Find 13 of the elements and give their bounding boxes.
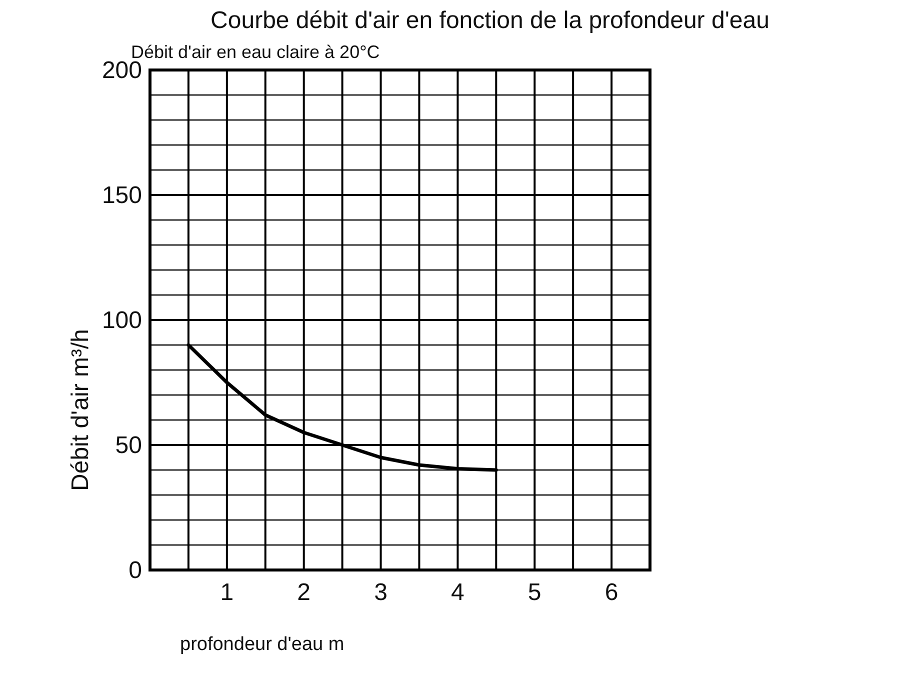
x-tick-label: 3 (374, 579, 388, 606)
y-tick-label: 50 (115, 432, 142, 459)
y-tick-label: 150 (102, 182, 142, 209)
x-tick-label: 4 (451, 579, 464, 606)
x-tick-label: 1 (220, 579, 234, 606)
x-tick-label: 5 (528, 579, 542, 606)
y-axis-title: Débit d'air m³/h (67, 329, 94, 491)
x-tick-label: 6 (604, 579, 618, 606)
x-tick-label: 2 (297, 579, 311, 606)
chart-title: Courbe débit d'air en fonction de la profondeur d'eau (210, 7, 770, 34)
x-axis-title: profondeur d'eau m (180, 634, 344, 655)
y-tick-label: 100 (102, 307, 142, 334)
y-tick-label: 0 (128, 557, 142, 584)
